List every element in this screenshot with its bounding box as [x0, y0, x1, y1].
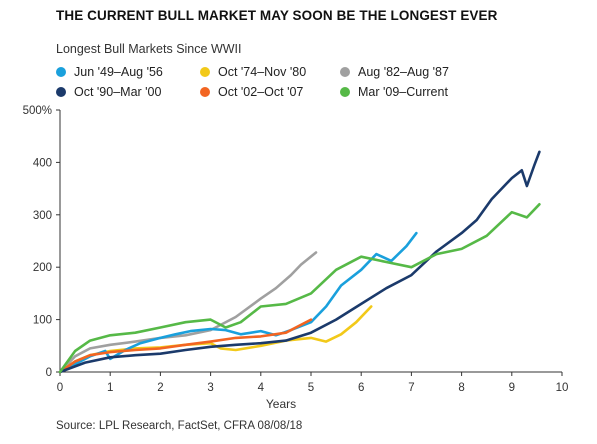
- y-tick-label: 0: [46, 367, 52, 379]
- x-tick-label: 9: [509, 382, 515, 394]
- y-tick-label: 200: [33, 262, 52, 274]
- legend-item-oct74-nov80: Oct '74–Nov '80: [200, 65, 306, 79]
- legend-label: Oct '74–Nov '80: [218, 65, 307, 79]
- x-axis-title: Years: [266, 397, 296, 411]
- x-tick-label: 5: [308, 382, 314, 394]
- legend-item-mar09-current: Mar '09–Current: [340, 85, 448, 99]
- x-tick-label: 8: [458, 382, 464, 394]
- series-line: [58, 150, 541, 374]
- x-tick-label: 10: [556, 382, 569, 394]
- x-tick-label: 0: [57, 382, 63, 394]
- x-tick-label: 4: [258, 382, 265, 394]
- x-tick-label: 3: [207, 382, 213, 394]
- legend-title: Longest Bull Markets Since WWII: [56, 42, 242, 56]
- chart-title: THE CURRENT BULL MARKET MAY SOON BE THE …: [56, 8, 498, 23]
- legend-item-oct02-oct07: Oct '02–Oct '07: [200, 85, 303, 99]
- legend-swatch: [340, 67, 350, 77]
- legend-item-aug82-aug87: Aug '82–Aug '87: [340, 65, 449, 79]
- series-line: [58, 203, 541, 374]
- legend-swatch: [200, 87, 210, 97]
- legend-item-oct90-mar00: Oct '90–Mar '00: [56, 85, 161, 99]
- legend-swatch: [56, 87, 66, 97]
- series-line: [58, 305, 373, 374]
- legend-label: Mar '09–Current: [358, 85, 448, 99]
- legend-label: Aug '82–Aug '87: [358, 65, 449, 79]
- x-tick-label: 2: [157, 382, 163, 394]
- series-line: [58, 251, 318, 374]
- y-tick-label: 300: [33, 210, 52, 222]
- legend-label: Oct '90–Mar '00: [74, 85, 162, 99]
- x-tick-label: 7: [408, 382, 414, 394]
- y-tick-label: 500%: [23, 105, 52, 117]
- legend-label: Oct '02–Oct '07: [218, 85, 304, 99]
- legend-swatch: [200, 67, 210, 77]
- x-tick-label: 1: [107, 382, 113, 394]
- legend-swatch: [56, 67, 66, 77]
- legend-label: Jun '49–Aug '56: [74, 65, 163, 79]
- legend-item-jun49-aug56: Jun '49–Aug '56: [56, 65, 163, 79]
- legend-swatch: [340, 87, 350, 97]
- y-tick-label: 100: [33, 315, 52, 327]
- x-tick-label: 6: [358, 382, 364, 394]
- series-line: [58, 318, 313, 374]
- y-tick-label: 400: [33, 157, 52, 169]
- source-note: Source: LPL Research, FactSet, CFRA 08/0…: [56, 420, 303, 432]
